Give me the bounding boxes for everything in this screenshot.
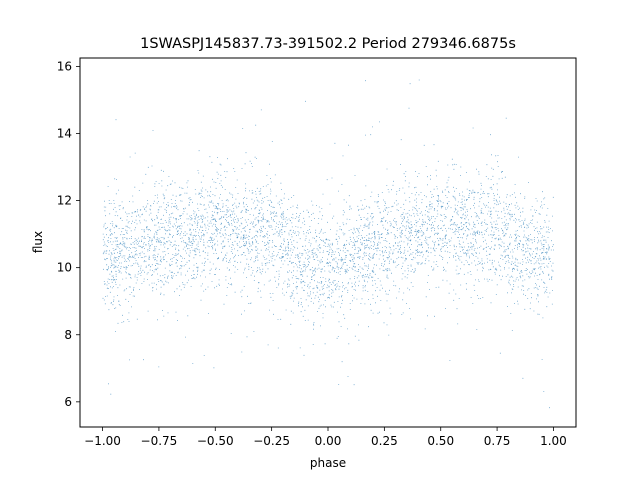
x-tick-label: 0.50 bbox=[427, 434, 454, 448]
x-axis: −1.00 −0.75 −0.50 −0.25 0.00 0.25 0.50 0.75 1.00 bbox=[84, 427, 567, 448]
data-point-cloud bbox=[102, 79, 554, 409]
scatter-points bbox=[102, 79, 554, 409]
x-tick-label: 0.25 bbox=[371, 434, 398, 448]
y-axis-label: flux bbox=[31, 231, 45, 253]
y-tick-label: 16 bbox=[57, 59, 72, 73]
y-tick-label: 10 bbox=[57, 261, 72, 275]
y-axis: 6 8 10 12 14 16 bbox=[57, 59, 80, 409]
y-tick-label: 12 bbox=[57, 194, 72, 208]
x-tick-label: −1.00 bbox=[84, 434, 121, 448]
x-tick-label: 1.00 bbox=[540, 434, 567, 448]
x-axis-label: phase bbox=[310, 456, 346, 470]
x-tick-label: 0.75 bbox=[484, 434, 511, 448]
x-tick-label: −0.75 bbox=[141, 434, 178, 448]
x-tick-label: −0.25 bbox=[253, 434, 290, 448]
x-tick-label: −0.50 bbox=[197, 434, 234, 448]
x-tick-label: 0.00 bbox=[315, 434, 342, 448]
y-tick-label: 6 bbox=[64, 395, 72, 409]
chart-title: 1SWASPJ145837.73-391502.2 Period 279346.… bbox=[140, 36, 516, 52]
y-tick-label: 14 bbox=[57, 126, 72, 140]
y-tick-label: 8 bbox=[64, 328, 72, 342]
